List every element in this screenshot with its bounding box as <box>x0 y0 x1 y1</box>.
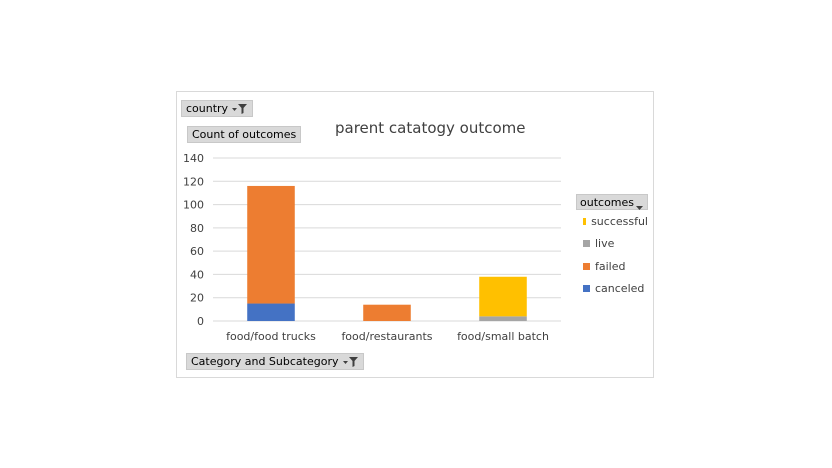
legend-items: successful live failed canceled <box>576 210 648 300</box>
bar-segment-canceled[interactable] <box>247 303 295 321</box>
country-filter-button[interactable]: country <box>181 100 254 117</box>
bar-segment-successful[interactable] <box>479 276 527 317</box>
legend-title: outcomes <box>580 195 635 209</box>
y-tick-label: 80 <box>190 222 204 235</box>
pivot-chart[interactable]: 0 20 40 60 80 100 120 140 food/food trucks food/… <box>176 91 654 378</box>
category-field-label: Category and Subcategory <box>191 355 339 368</box>
legend-item-live: live <box>576 233 648 256</box>
y-tick-label: 20 <box>190 292 204 305</box>
chart-title: parent catatogy outcome <box>335 119 526 137</box>
count-of-outcomes-label: Count of outcomes <box>192 128 297 141</box>
bar-segment-failed[interactable] <box>363 304 411 321</box>
legend-item-canceled: canceled <box>576 278 648 301</box>
legend-label: live <box>595 237 615 251</box>
legend-item-failed: failed <box>576 255 648 278</box>
legend: outcomes successful live failed canceled <box>576 194 648 300</box>
bar-segment-live[interactable] <box>479 316 527 321</box>
category-filter-button[interactable]: Category and Subcategory <box>186 353 364 370</box>
y-tick-label: 140 <box>183 152 204 165</box>
bars <box>247 185 527 321</box>
outcomes-legend-filter-button[interactable]: outcomes <box>576 194 648 210</box>
value-field-button[interactable]: Count of outcomes <box>187 126 302 143</box>
dropdown-arrow-icon <box>636 200 643 213</box>
x-tick-label: food/small batch <box>457 330 549 343</box>
y-tick-label: 0 <box>197 315 204 328</box>
country-field-label: country <box>186 102 229 115</box>
y-tick-labels: 0 20 40 60 80 100 120 140 <box>183 152 204 328</box>
y-tick-label: 100 <box>183 199 204 212</box>
legend-swatch <box>583 262 590 270</box>
bar-segment-failed[interactable] <box>247 185 295 304</box>
filter-icon <box>232 103 248 114</box>
filter-icon <box>342 356 359 367</box>
legend-swatch <box>583 240 590 248</box>
y-tick-label: 120 <box>183 175 204 188</box>
legend-swatch <box>583 285 590 293</box>
legend-item-successful: successful <box>576 210 648 233</box>
x-tick-labels: food/food trucks food/restaurants food/sma… <box>226 330 549 343</box>
legend-label: successful <box>591 214 648 228</box>
x-tick-label: food/restaurants <box>341 330 432 343</box>
y-tick-label: 60 <box>190 245 204 258</box>
legend-swatch <box>583 217 587 225</box>
x-tick-label: food/food trucks <box>226 330 316 343</box>
y-tick-label: 40 <box>190 268 204 281</box>
legend-label: canceled <box>595 282 645 296</box>
legend-label: failed <box>595 259 626 273</box>
